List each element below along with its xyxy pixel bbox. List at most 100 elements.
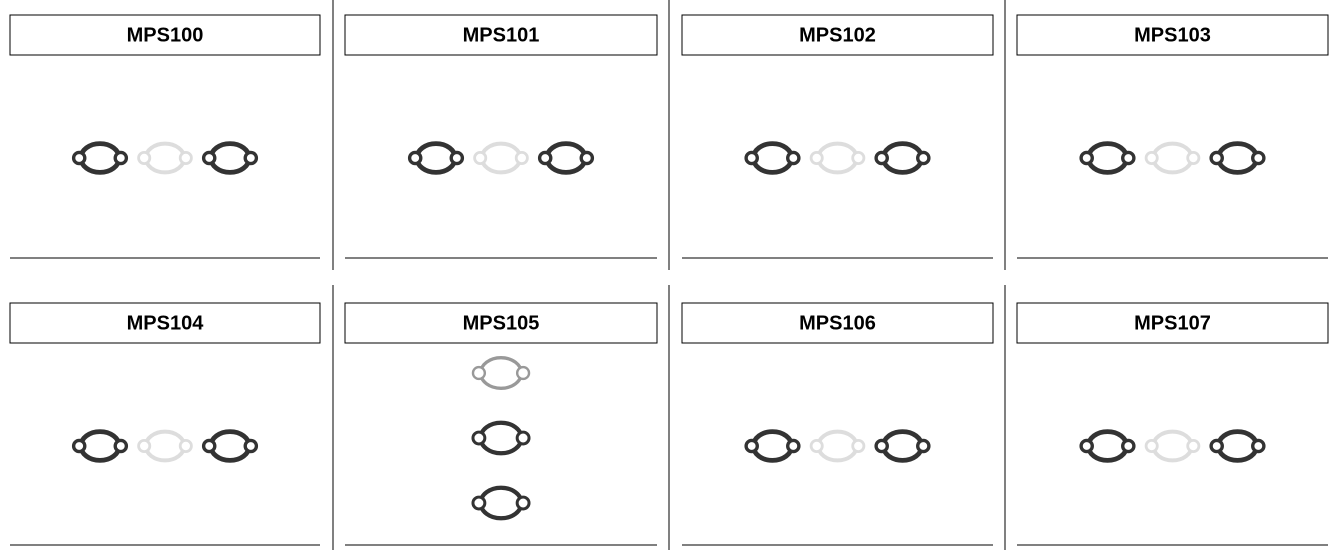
gasket-ear	[916, 438, 931, 454]
label-box	[9, 14, 321, 56]
gasket	[744, 141, 801, 175]
gasket-ear	[471, 495, 487, 511]
gasket-ear	[809, 438, 824, 454]
product-code: MPS102	[799, 24, 876, 46]
product-code: MPS106	[799, 312, 876, 334]
gasket-ear	[851, 438, 866, 454]
gasket-ear	[1144, 150, 1159, 166]
gasket-ear	[471, 365, 487, 381]
gasket	[471, 485, 531, 521]
gasket-ear	[579, 150, 595, 166]
product-code: MPS103	[1134, 24, 1211, 46]
gasket-ear	[744, 150, 759, 166]
gasket-ear	[243, 438, 259, 454]
gasket-ear	[515, 430, 531, 446]
gasket-ear	[201, 150, 217, 166]
product-cell: MPS107	[1016, 302, 1329, 546]
gasket-ear	[1251, 438, 1266, 454]
gasket-ear	[874, 438, 889, 454]
product-cell: MPS100	[9, 14, 321, 259]
gasket	[471, 420, 531, 456]
gasket	[874, 429, 931, 463]
gasket-ear	[916, 150, 931, 166]
gasket	[744, 429, 801, 463]
gasket-ear	[537, 150, 553, 166]
gasket-body	[479, 141, 523, 175]
gasket	[71, 429, 129, 463]
gasket-body	[143, 429, 187, 463]
gasket-ear	[744, 438, 759, 454]
gasket-ear	[874, 150, 889, 166]
product-code: MPS105	[463, 312, 540, 334]
label-box	[344, 14, 658, 56]
gasket-body	[880, 429, 925, 463]
product-cell: MPS101	[344, 14, 658, 259]
gasket	[471, 355, 531, 391]
gasket	[1144, 429, 1201, 463]
gasket-ear	[449, 150, 465, 166]
gasket-ear	[851, 150, 866, 166]
column-dividers	[332, 0, 1006, 550]
gasket-ear	[113, 438, 129, 454]
gasket	[1209, 429, 1266, 463]
label-box	[344, 302, 658, 344]
product-code: MPS104	[127, 312, 205, 334]
gasket	[71, 141, 129, 175]
gasket	[874, 141, 931, 175]
label-box	[1016, 14, 1329, 56]
gasket-body	[1085, 141, 1130, 175]
gasket-ear	[473, 150, 488, 166]
gasket-body	[816, 141, 859, 175]
gasket-ear	[407, 150, 423, 166]
gasket-ear	[471, 430, 487, 446]
product-cell: MPS104	[9, 302, 321, 546]
gasket-body	[478, 485, 524, 521]
product-code: MPS101	[463, 24, 540, 46]
gasket-ear	[1251, 150, 1266, 166]
gasket-ear	[1079, 150, 1094, 166]
product-code: MPS107	[1134, 312, 1211, 334]
product-cell: MPS102	[681, 14, 994, 259]
gasket-ear	[113, 150, 129, 166]
gasket-body	[1151, 141, 1194, 175]
gasket	[473, 141, 529, 175]
label-box	[9, 302, 321, 344]
gasket-body	[1151, 429, 1194, 463]
gasket-ear	[515, 495, 531, 511]
gasket-body	[544, 141, 588, 175]
label-box	[1016, 302, 1329, 344]
gasket-ear	[1121, 150, 1136, 166]
gasket	[407, 141, 465, 175]
gasket-body	[880, 141, 925, 175]
gasket-ear	[1144, 438, 1159, 454]
gasket	[1144, 141, 1201, 175]
gasket-ear	[1079, 438, 1094, 454]
gasket-body	[1085, 429, 1130, 463]
gasket-ear	[1121, 438, 1136, 454]
gasket-ear	[1209, 150, 1224, 166]
gasket-ear	[786, 150, 801, 166]
gasket	[137, 141, 193, 175]
product-cell: MPS105	[344, 302, 658, 546]
gasket-body	[478, 420, 524, 456]
gasket-ear	[137, 438, 152, 454]
gasket	[137, 429, 193, 463]
gasket	[1079, 429, 1136, 463]
gasket-ear	[178, 438, 193, 454]
gasket-ear	[137, 150, 152, 166]
gasket-ear	[514, 150, 529, 166]
gasket-body	[143, 141, 187, 175]
gasket-ear	[1186, 150, 1201, 166]
gasket-body	[1215, 141, 1260, 175]
gasket-ear	[71, 438, 87, 454]
gasket	[201, 141, 259, 175]
gasket-body	[816, 429, 859, 463]
gasket-ear	[1186, 438, 1201, 454]
gasket-body	[750, 141, 795, 175]
gasket-body	[750, 429, 795, 463]
gasket-ear	[201, 438, 217, 454]
gasket	[201, 429, 259, 463]
gasket-body	[208, 141, 252, 175]
